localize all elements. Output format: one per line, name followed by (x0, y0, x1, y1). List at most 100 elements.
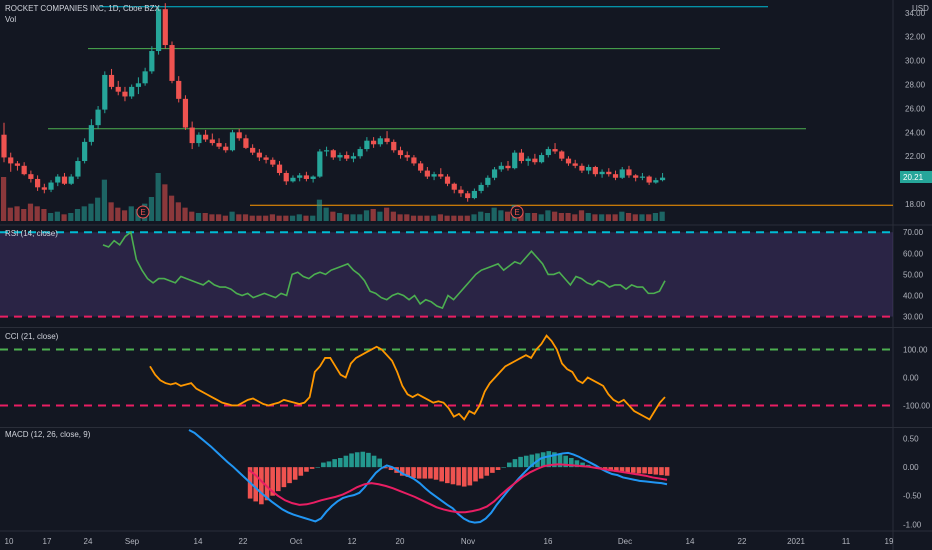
candle-body-72 (485, 177, 491, 185)
earnings-marker-2[interactable]: E (510, 205, 524, 219)
time-tick-label-5: 22 (239, 537, 248, 546)
volume-bar-25 (169, 195, 175, 221)
macd-hist-bar-22 (371, 455, 377, 468)
volume-bar-47 (316, 199, 323, 221)
candle-body-42 (283, 172, 289, 182)
candle-76 (512, 150, 518, 170)
price-tick-label-6: 22.00 (905, 152, 926, 161)
volume-bar-61 (410, 215, 417, 221)
candle-body-36 (243, 138, 249, 148)
candle-72 (485, 175, 491, 188)
candle-93 (626, 165, 632, 178)
candle-65 (438, 168, 444, 179)
candle-body-60 (404, 155, 410, 158)
macd-hist-bar-37 (456, 467, 461, 486)
candle-19 (129, 84, 135, 99)
candle-body-49 (330, 150, 336, 158)
volume-bar-62 (417, 215, 423, 221)
cci-label: CCI (21, close) (5, 332, 59, 341)
candle-body-83 (559, 151, 565, 159)
candle-body-20 (135, 83, 141, 87)
volume-bar-66 (444, 215, 450, 221)
candle-body-37 (250, 147, 256, 153)
volume-bar-65 (437, 214, 443, 221)
candle-body-31 (209, 139, 215, 144)
volume-bar-49 (330, 211, 336, 221)
macd-tick-label-1: 0.00 (903, 463, 919, 472)
candle-88 (592, 165, 598, 177)
candle-60 (404, 151, 410, 162)
volume-bar-51 (343, 214, 349, 221)
price-tick-label-0: 34.00 (905, 9, 926, 18)
price-axes: 34.0032.0030.0028.0026.0024.0022.0020.00… (903, 9, 931, 530)
macd-hist-bar-17 (343, 455, 349, 468)
volume-bar-39 (263, 215, 269, 221)
candle-body-97 (653, 180, 659, 183)
macd-hist-bar-46 (507, 462, 512, 468)
candle-body-51 (344, 155, 350, 159)
candle-35 (236, 128, 242, 141)
cci-line (149, 334, 666, 421)
volume-bar-63 (424, 215, 430, 221)
volume-bar-31 (209, 214, 215, 221)
chart-title: ROCKET COMPANIES INC, 1D, Cboe BZX (5, 4, 161, 13)
volume-bar-14 (95, 197, 101, 221)
candle-body-59 (397, 150, 404, 156)
earnings-marker-2-text: E (514, 208, 519, 217)
candle-48 (323, 146, 330, 157)
macd-hist-bar-31 (422, 467, 428, 479)
candle-32 (216, 138, 222, 150)
macd-hist-bar-5 (275, 467, 281, 492)
candle-11 (75, 157, 81, 179)
candle-body-74 (498, 165, 504, 170)
candle-body-58 (391, 141, 397, 151)
current-price-text: 20.21 (903, 173, 924, 182)
candle-body-7 (48, 182, 54, 190)
volume-bar-3 (21, 209, 27, 221)
earnings-marker-1[interactable]: E (136, 205, 150, 219)
macd-pane (188, 429, 670, 524)
rsi-band-fill (0, 232, 893, 317)
macd-hist-bar-23 (377, 458, 383, 468)
candle-53 (357, 146, 363, 159)
volume-bar-79 (531, 213, 538, 221)
macd-hist-bar-66 (619, 467, 625, 473)
candle-body-12 (82, 141, 88, 162)
candle-71 (478, 182, 484, 194)
volume-bar-93 (625, 213, 632, 221)
candle-2 (14, 161, 21, 171)
candle-body-47 (317, 151, 323, 177)
volume-bar-46 (310, 215, 316, 221)
volume-bar-97 (652, 213, 659, 221)
volume-bar-2 (14, 206, 20, 221)
time-tick-label-7: 12 (348, 537, 357, 546)
candle-body-90 (606, 171, 612, 175)
candle-body-21 (142, 71, 148, 84)
volume-bar-41 (276, 215, 282, 221)
candle-body-78 (525, 158, 531, 162)
candle-body-94 (633, 175, 639, 178)
candle-91 (612, 170, 619, 181)
volume-bar-71 (478, 211, 484, 221)
volume-bar-86 (578, 210, 585, 221)
volume-bar-64 (431, 215, 437, 221)
price-tick-label-4: 26.00 (905, 104, 926, 113)
candle-body-29 (196, 134, 202, 144)
macd-hist-bar-24 (383, 467, 388, 469)
candle-59 (397, 146, 404, 159)
candle-body-35 (236, 132, 242, 139)
candle-body-44 (297, 175, 303, 178)
macd-hist-bar-9 (298, 467, 304, 476)
candle-body-70 (471, 190, 477, 199)
candle-body-57 (384, 138, 390, 142)
candle-38 (256, 149, 262, 162)
volume-bar-9 (61, 214, 67, 221)
macd-hist-bar-72 (653, 467, 659, 475)
candle-27 (182, 95, 189, 130)
volume-bar-0 (1, 177, 7, 221)
candle-body-11 (75, 161, 81, 177)
candle-64 (431, 171, 437, 181)
candle-body-61 (411, 157, 417, 164)
candle-body-39 (263, 157, 269, 160)
